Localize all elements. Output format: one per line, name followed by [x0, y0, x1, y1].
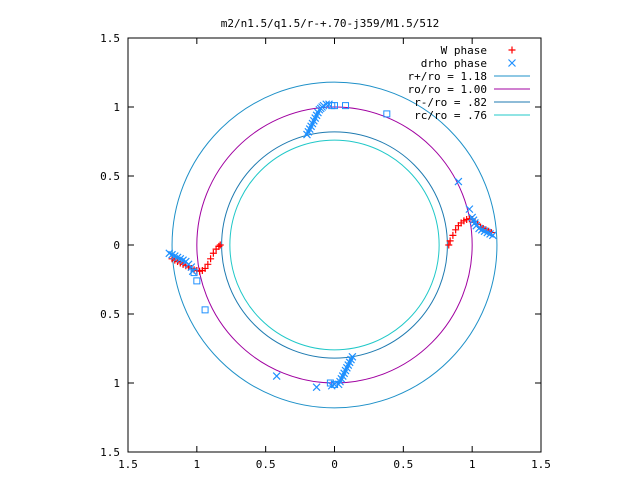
data-point	[207, 255, 215, 263]
data-point	[188, 267, 197, 276]
data-point	[331, 102, 338, 110]
legend-label: rc/ro = .76	[414, 109, 487, 122]
legend-marker	[508, 59, 516, 67]
data-point	[446, 237, 454, 245]
data-point	[465, 205, 474, 214]
legend-label: ro/ro = 1.00	[408, 83, 487, 96]
data-point	[215, 242, 223, 250]
x-tick-label: 0.5	[393, 458, 413, 471]
data-point	[204, 260, 212, 268]
x-tick-label: 1	[469, 458, 476, 471]
data-point	[348, 352, 357, 361]
data-point	[190, 269, 198, 277]
axis-ticks: 1.5 1 0.5 0 0.5 1 1.51.510.500.511.5	[100, 32, 551, 471]
y-tick-label: 1.5	[100, 32, 120, 45]
x-tick-label: 0	[331, 458, 338, 471]
data-point	[326, 379, 334, 387]
data-point	[193, 277, 201, 285]
data-point	[454, 177, 463, 186]
data-point	[383, 110, 391, 118]
data-point	[201, 306, 209, 314]
y-tick-label: 0.5	[100, 170, 120, 183]
data-point	[342, 102, 350, 110]
y-tick-label: 0.5	[100, 308, 120, 321]
circle-0	[171, 81, 498, 409]
y-tick-label: 1.5	[100, 446, 120, 459]
legend-label: drho phase	[421, 57, 487, 70]
data-point	[272, 372, 281, 381]
data-point	[488, 231, 497, 240]
data-point	[209, 249, 217, 257]
x-tick-label: 0.5	[256, 458, 276, 471]
y-tick-label: 1	[113, 377, 120, 390]
data-point	[452, 226, 460, 234]
circle-1	[196, 106, 473, 384]
legend-label: W phase	[441, 44, 487, 57]
y-tick-label: 1	[113, 101, 120, 114]
y-tick-label: 0	[113, 239, 120, 252]
data-point	[331, 380, 338, 388]
legend-label: r+/ro = 1.18	[408, 70, 487, 83]
data-point	[445, 241, 453, 249]
legend-marker	[508, 46, 516, 54]
x-tick-label: 1	[194, 458, 201, 471]
circle-2	[221, 131, 448, 359]
legend-label: r-/ro = .82	[414, 96, 487, 109]
x-tick-label: 1.5	[531, 458, 551, 471]
data-point	[201, 264, 209, 272]
data-point	[449, 231, 457, 239]
circle-3	[229, 139, 440, 351]
data-point	[312, 383, 321, 392]
chart-title: m2/n1.5/q1.5/r-+.70-j359/M1.5/512	[221, 17, 440, 30]
x-tick-label: 1.5	[118, 458, 138, 471]
data-point	[216, 241, 224, 249]
series-layer	[165, 100, 497, 392]
